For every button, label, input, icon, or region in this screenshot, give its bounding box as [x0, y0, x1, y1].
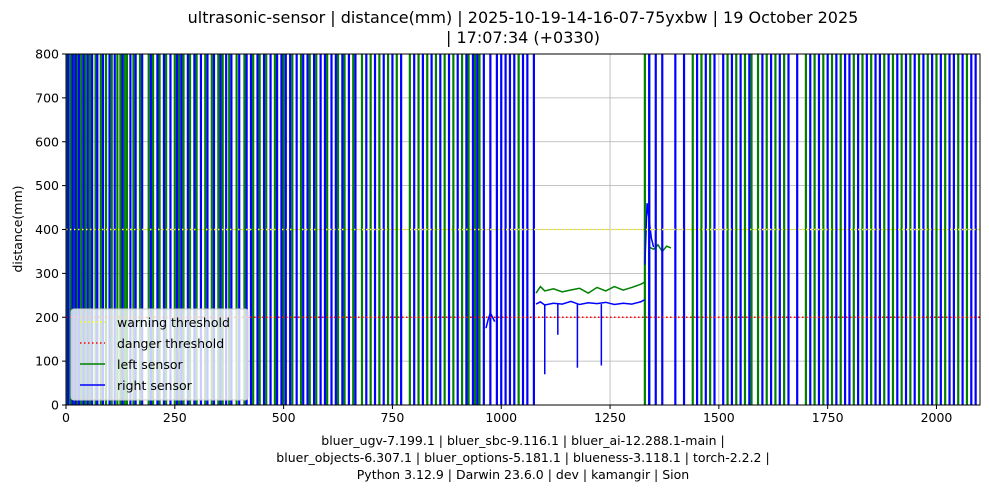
y-axis-label: distance(mm) [10, 185, 25, 272]
axis-ticks: 0 250 500 750 1000 1250 1500 1750 2000 0 100 200 300… [35, 47, 952, 426]
right-sensor-cluster [485, 310, 496, 329]
legend-label-danger: danger threshold [117, 336, 224, 351]
left-sensor-tail [648, 243, 672, 253]
x-tick-label: 1000 [485, 410, 517, 425]
legend: warning threshold danger threshold left … [70, 308, 249, 401]
y-tick-label: 0 [51, 398, 59, 413]
chart-title-line-2: | 17:07:34 (+0330) [445, 28, 601, 47]
right-sensor-plateau [535, 299, 646, 306]
x-tick-label: 500 [272, 410, 296, 425]
x-tick-label: 1250 [594, 410, 626, 425]
x-axis-label-line-1: bluer_ugv-7.199.1 | bluer_sbc-9.116.1 | … [321, 433, 725, 448]
y-tick-label: 300 [35, 266, 59, 281]
x-axis-label-line-2: bluer_objects-6.307.1 | bluer_options-5.… [276, 450, 770, 465]
legend-label-right: right sensor [117, 378, 193, 393]
y-tick-label: 100 [35, 354, 59, 369]
x-tick-label: 1750 [812, 410, 844, 425]
y-tick-label: 600 [35, 134, 59, 149]
y-tick-label: 400 [35, 222, 59, 237]
legend-label-left: left sensor [117, 357, 184, 372]
chart-title-line-1: ultrasonic-sensor | distance(mm) | 2025-… [187, 8, 859, 27]
left-sensor-plateau [535, 281, 646, 294]
y-tick-label: 500 [35, 178, 59, 193]
x-axis-label-line-3: Python 3.12.9 | Darwin 23.6.0 | dev | ka… [356, 467, 690, 482]
x-tick-label: 2000 [921, 410, 953, 425]
x-tick-label: 750 [380, 410, 404, 425]
legend-label-warning: warning threshold [117, 315, 230, 330]
right-sensor-tail [644, 203, 655, 265]
y-tick-label: 800 [35, 47, 59, 62]
y-tick-label: 200 [35, 310, 59, 325]
x-tick-label: 250 [163, 410, 187, 425]
x-tick-label: 1500 [703, 410, 735, 425]
x-tick-label: 0 [62, 410, 70, 425]
y-tick-label: 700 [35, 90, 59, 105]
